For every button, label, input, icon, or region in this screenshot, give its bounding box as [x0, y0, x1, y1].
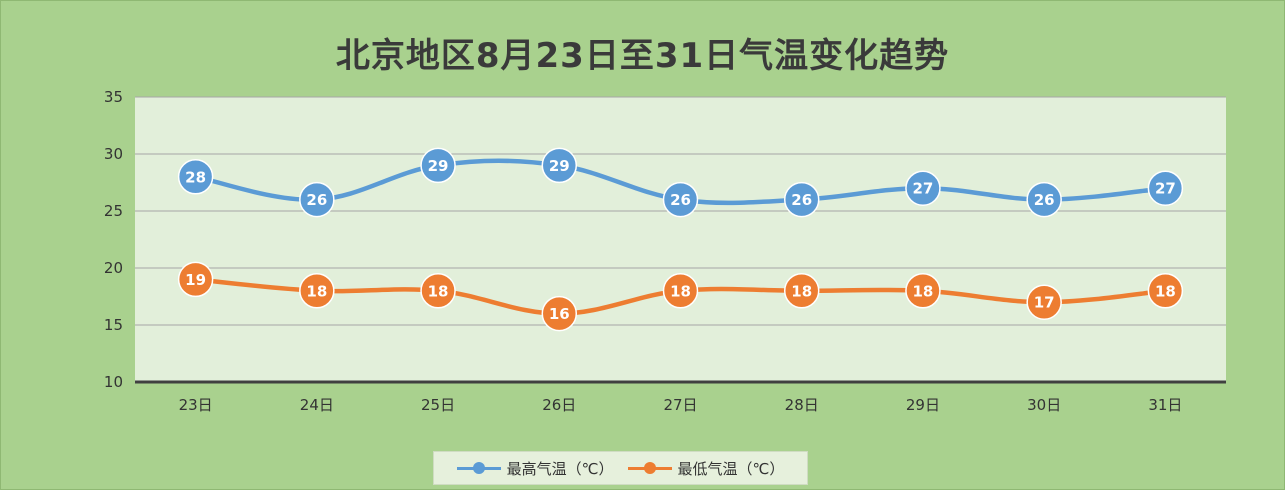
series: 28 26 29 29 26 26 27 26 27 19 18 18 16 18 18 18 17 18 — [177, 147, 1184, 332]
data-label: 18 — [1155, 282, 1176, 300]
data-point — [541, 147, 578, 184]
data-point — [299, 181, 335, 218]
axes: 10 15 20 25 30 35 23日 24日 25日 26日 27日 28日 29日 30日 31日 — [104, 88, 1226, 414]
data-point — [783, 273, 820, 309]
data-label: 18 — [913, 282, 934, 300]
data-point — [905, 273, 941, 309]
data-point — [420, 273, 456, 309]
data-point — [905, 170, 941, 206]
y-tick-label: 15 — [104, 316, 123, 334]
x-tick-label: 30日 — [1027, 396, 1061, 414]
legend-marker-max-icon — [456, 462, 501, 474]
plot-area — [135, 97, 1226, 382]
data-point — [662, 181, 699, 218]
x-tick-label: 27日 — [663, 396, 697, 414]
x-tick-label: 24日 — [300, 396, 334, 414]
data-label: 28 — [185, 168, 206, 186]
y-tick-label: 20 — [104, 259, 123, 277]
series-0: 28 26 29 29 26 26 27 26 27 — [177, 147, 1184, 218]
x-tick-label: 23日 — [179, 396, 213, 414]
y-tick-label: 30 — [104, 145, 123, 163]
data-label: 17 — [1034, 294, 1055, 312]
y-tick-label: 35 — [104, 88, 123, 106]
data-point — [662, 273, 699, 309]
data-label: 19 — [185, 271, 206, 289]
data-label: 18 — [791, 282, 812, 300]
data-label: 18 — [306, 282, 327, 300]
x-tick-label: 26日 — [542, 396, 576, 414]
data-point — [420, 147, 456, 184]
legend-label-max: 最高气温（℃） — [506, 459, 614, 478]
data-point — [1026, 181, 1062, 218]
data-point — [1147, 273, 1184, 309]
x-tick-label: 31日 — [1148, 396, 1182, 414]
data-point — [1026, 284, 1062, 320]
x-tick-label: 29日 — [906, 396, 940, 414]
legend-item-max[interactable]: 最高气温（℃） — [456, 458, 614, 479]
x-tick-label: 28日 — [785, 396, 819, 414]
y-tick-label: 10 — [104, 373, 123, 391]
data-label: 18 — [670, 282, 691, 300]
data-point — [299, 273, 335, 309]
data-label: 29 — [428, 157, 449, 175]
legend-item-min[interactable]: 最低气温（℃） — [627, 458, 785, 479]
legend-label-min: 最低气温（℃） — [677, 459, 785, 478]
data-point — [541, 295, 578, 332]
data-label: 29 — [549, 157, 570, 175]
data-label: 26 — [1034, 191, 1055, 209]
x-tick-label: 25日 — [421, 396, 455, 414]
series-1: 19 18 18 16 18 18 18 17 18 — [177, 261, 1184, 332]
data-label: 27 — [1155, 180, 1176, 198]
data-point — [1147, 170, 1184, 206]
y-tick-label: 25 — [104, 202, 123, 220]
data-label: 26 — [670, 191, 691, 209]
chart-title: 北京地区8月23日至31日气温变化趋势 — [335, 36, 950, 76]
data-point — [177, 261, 214, 298]
data-point — [177, 159, 214, 195]
legend-marker-min-icon — [627, 462, 672, 474]
data-label: 18 — [428, 282, 449, 300]
legend: 最高气温（℃） 最低气温（℃） — [433, 451, 808, 485]
data-label: 16 — [549, 305, 570, 323]
data-point — [783, 181, 820, 218]
data-label: 26 — [306, 191, 327, 209]
data-label: 26 — [791, 191, 812, 209]
data-label: 27 — [913, 180, 934, 198]
